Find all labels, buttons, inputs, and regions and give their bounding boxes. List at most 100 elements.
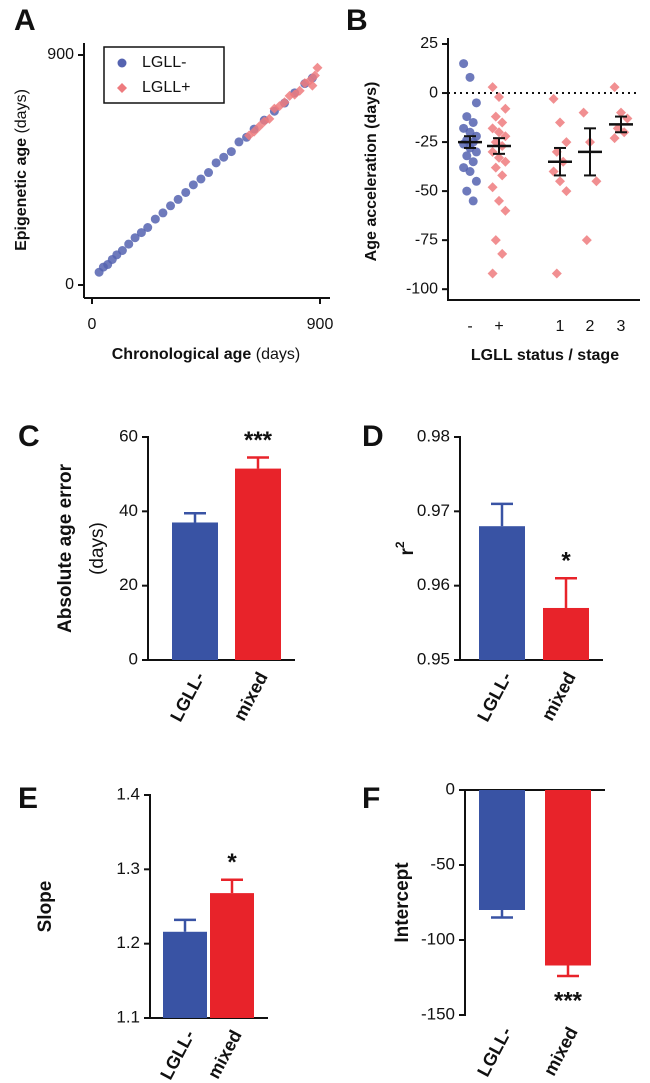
bar <box>163 931 207 1018</box>
point <box>548 93 559 104</box>
point <box>465 72 475 82</box>
point <box>487 82 498 93</box>
point <box>487 123 498 134</box>
point <box>130 233 140 243</box>
point <box>158 208 168 218</box>
legend-label: LGLL- <box>142 54 186 71</box>
y-axis-label-main: Age acceleration (days) <box>363 82 380 262</box>
point <box>468 117 478 127</box>
x-tick-label: 900 <box>307 316 334 333</box>
point <box>494 91 504 102</box>
x-axis-label: LGLL status / stage <box>471 347 619 364</box>
y-axis-label: r2 <box>393 541 418 555</box>
bar <box>210 893 254 1018</box>
point <box>487 146 498 157</box>
bar <box>545 790 591 966</box>
bar <box>543 607 589 660</box>
point <box>471 176 481 186</box>
x-tick-label: - <box>467 318 472 335</box>
point <box>166 201 176 211</box>
point <box>500 103 511 114</box>
x-tick-label: + <box>494 318 503 335</box>
x-tick-label: LGLL- <box>473 669 516 725</box>
y-axis-label-main: Epigenetic age <box>13 138 30 251</box>
point <box>465 167 475 176</box>
point <box>487 182 498 193</box>
bar <box>479 526 525 660</box>
significance-label: *** <box>554 987 583 1014</box>
point <box>591 176 602 187</box>
y-tick-label: 0 <box>65 276 74 293</box>
point <box>188 180 198 190</box>
y-tick-label: -100 <box>406 280 438 297</box>
x-tick-label: LGLL- <box>166 669 209 725</box>
point <box>462 151 472 161</box>
x-axis-label: Chronological age (days) <box>112 346 300 363</box>
panel-label: C <box>18 420 40 453</box>
point <box>173 194 183 204</box>
point <box>494 195 504 206</box>
panel-label: B <box>346 4 368 37</box>
point <box>581 235 592 246</box>
x-tick-label: 0 <box>88 316 97 333</box>
point <box>211 158 221 168</box>
point <box>249 126 260 137</box>
point <box>459 59 469 69</box>
point <box>500 156 511 167</box>
point <box>555 176 565 187</box>
y-tick-label: -150 <box>421 1004 455 1023</box>
point <box>497 248 508 259</box>
point <box>196 174 206 184</box>
point <box>561 137 572 148</box>
y-tick-label: 1.3 <box>116 859 140 878</box>
point <box>143 223 153 232</box>
significance-label: * <box>561 548 571 575</box>
point <box>497 117 508 128</box>
point <box>234 137 244 147</box>
point <box>551 268 562 279</box>
point <box>609 82 620 93</box>
legend-marker <box>117 58 127 68</box>
point <box>279 97 290 108</box>
point <box>490 235 501 246</box>
point <box>616 107 626 118</box>
x-tick-label: LGLL- <box>156 1027 199 1083</box>
y-tick-label: 1.2 <box>116 933 140 952</box>
y-axis-label: Slope <box>35 881 56 933</box>
y-tick-label: -25 <box>415 133 438 150</box>
legend-marker <box>117 83 127 93</box>
legend-label: LGLL+ <box>142 79 190 96</box>
x-tick-label: 3 <box>617 318 626 335</box>
x-tick-label: mixed <box>230 669 272 724</box>
point <box>468 196 478 206</box>
y-tick-label: 1.1 <box>116 1007 140 1026</box>
point <box>555 117 565 128</box>
y-axis-label: Intercept <box>392 862 413 943</box>
y-axis-label: Epigenetic age (days) <box>13 89 30 251</box>
x-tick-label: 1 <box>556 318 565 335</box>
point <box>490 111 501 122</box>
point <box>494 127 504 138</box>
y-tick-label: 0 <box>129 649 138 668</box>
bar <box>172 522 218 660</box>
point <box>471 147 481 157</box>
y-axis-label-main: r <box>397 548 418 556</box>
y-axis-label: Age acceleration (days) <box>363 82 380 262</box>
y-tick-label: 0 <box>446 779 455 798</box>
y-tick-label: 60 <box>119 426 138 445</box>
point <box>578 107 589 118</box>
point <box>309 70 320 81</box>
y-axis-label-unit: (days) <box>87 522 108 575</box>
point <box>468 157 478 167</box>
point <box>609 133 620 144</box>
x-tick-label: mixed <box>204 1027 246 1082</box>
point <box>136 228 146 238</box>
y-tick-label: 40 <box>119 501 138 520</box>
point <box>264 113 275 124</box>
y-tick-label: 0 <box>429 84 438 101</box>
x-tick-label: LGLL- <box>473 1024 516 1080</box>
y-tick-label: 0.95 <box>417 649 450 668</box>
y-tick-label: -100 <box>421 929 455 948</box>
y-tick-label: 25 <box>420 35 438 52</box>
